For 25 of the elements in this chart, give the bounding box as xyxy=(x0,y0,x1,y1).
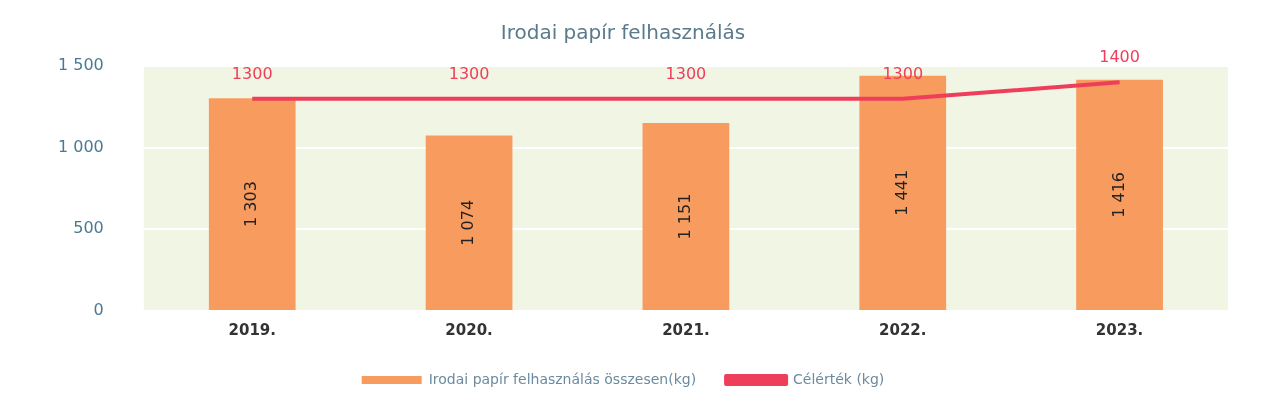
data-label: 1300 xyxy=(231,63,273,83)
legend-label: Célérték (kg) xyxy=(793,370,885,387)
data-label: 1 416 xyxy=(1108,171,1128,218)
bar xyxy=(208,98,296,310)
legend-label: Irodai papír felhasználás összesen(kg) xyxy=(428,370,697,387)
data-label: 1 303 xyxy=(241,181,261,227)
chart-title: Irodai papír felhasználás xyxy=(500,20,746,45)
data-label: 1300 xyxy=(665,63,707,83)
bar xyxy=(425,135,513,310)
data-label: 1 441 xyxy=(891,169,911,216)
y-tick-label: 500 xyxy=(73,218,104,238)
y-tick-label: 1 000 xyxy=(57,136,104,156)
bar xyxy=(642,123,730,310)
data-label: 1400 xyxy=(1099,47,1140,67)
x-tick-label: 2020. xyxy=(445,320,493,339)
y-tick-label: 0 xyxy=(93,300,104,320)
x-tick-label: 2019. xyxy=(228,320,276,339)
data-label: 1300 xyxy=(448,63,490,83)
x-tick-label: 2022. xyxy=(879,320,927,339)
x-tick-label: 2021. xyxy=(662,320,710,339)
x-tick-label: 2023. xyxy=(1095,320,1144,339)
data-label: 1 151 xyxy=(675,193,695,240)
bar xyxy=(1076,79,1163,310)
y-tick-label: 1 500 xyxy=(57,55,104,75)
data-label: 1 074 xyxy=(458,199,478,246)
